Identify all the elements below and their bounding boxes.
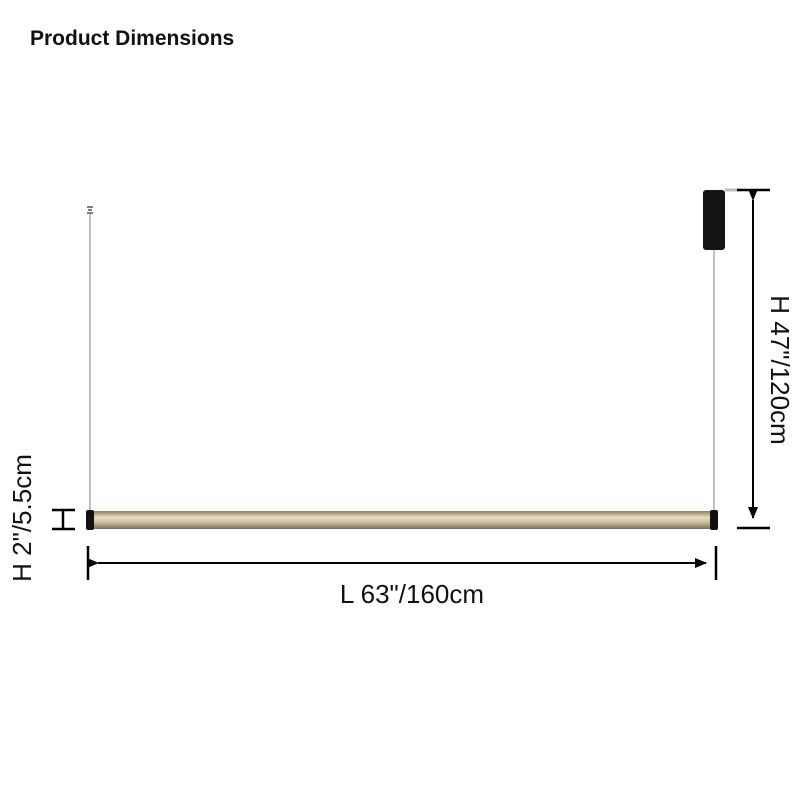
light-tube [86,510,718,530]
tube-height-label: H 2"/5.5cm [7,454,37,582]
height-dimension [737,188,770,530]
length-dimension [86,546,718,580]
canopy [703,188,740,512]
title: Product Dimensions [30,27,234,50]
tube-height-marker [52,508,75,531]
left-suspension [87,206,93,512]
height-label: H 47"/120cm [765,295,795,444]
length-label: L 63"/160cm [340,579,484,609]
